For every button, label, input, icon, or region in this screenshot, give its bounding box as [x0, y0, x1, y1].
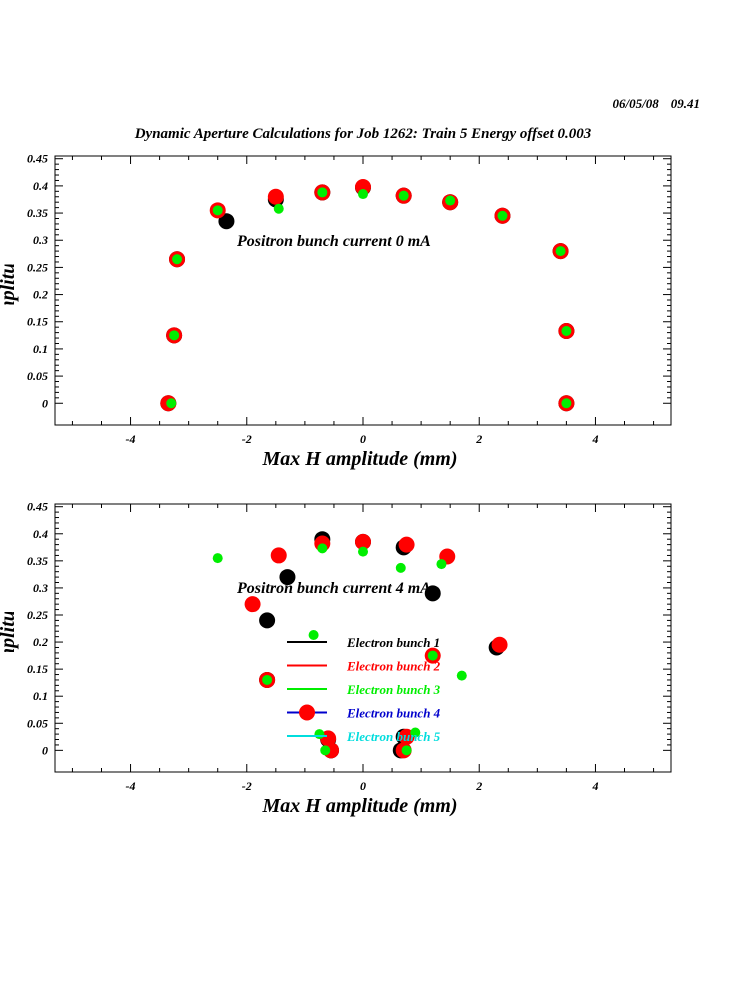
y-tick-label: 0.35: [27, 554, 48, 568]
data-point: [561, 325, 572, 336]
data-point: [491, 636, 508, 653]
legend-label: Electron bunch 1: [346, 635, 440, 650]
data-point: [320, 745, 331, 756]
y-axis-label-clip: Max V amplitude (mm): [0, 194, 19, 387]
data-point: [456, 670, 467, 681]
data-point: [355, 533, 371, 550]
x-tick-label: 4: [591, 432, 598, 446]
data-point: [445, 195, 456, 206]
data-point: [398, 190, 409, 201]
data-point: [262, 674, 273, 685]
y-tick-label: 0.3: [33, 233, 48, 247]
y-tick-label: 0.15: [27, 662, 48, 676]
time-text: 09.41: [671, 96, 700, 111]
x-tick-label: -2: [242, 432, 252, 446]
x-tick-label: 2: [475, 432, 482, 446]
date-text: 06/05/08: [613, 96, 660, 111]
chart-panel-bottom: -4 -2 0 2 4 0 0.05 0.1 0.15 0.2 0.25 0.3 0.35 0.4 0.45…: [0, 500, 672, 817]
data-point: [166, 398, 177, 409]
chart-panel-top: -4 -2 0 2 4 0 0.05 0.1 0.15 0.2 0.25 0.3 0.35 0.4 0.45…: [0, 152, 672, 470]
data-point: [314, 729, 325, 740]
legend-label: Electron bunch 5: [346, 729, 441, 744]
data-point: [424, 585, 441, 602]
x-tick-label: -4: [126, 432, 136, 446]
y-tick-label: 0.2: [33, 635, 48, 649]
data-point: [270, 547, 287, 564]
y-tick-label: 0.15: [27, 315, 48, 329]
timestamp: 06/05/08 09.41: [613, 96, 700, 111]
x-tick-label: 4: [591, 779, 598, 793]
legend-label: Electron bunch 2: [346, 659, 441, 674]
data-point: [169, 330, 180, 341]
y-tick-label: 0.4: [33, 179, 48, 193]
data-point: [398, 536, 415, 553]
y-tick-label: 0.35: [27, 206, 48, 220]
legend-marker: [299, 704, 315, 721]
y-tick-label: 0.4: [33, 527, 48, 541]
data-point: [358, 546, 368, 557]
current-annotation: Positron bunch current 0 mA: [236, 233, 431, 250]
x-tick-label: 2: [475, 779, 482, 793]
data-point: [172, 254, 183, 265]
data-point: [555, 246, 566, 257]
data-point: [497, 210, 508, 221]
y-tick-label: 0: [42, 743, 48, 757]
figure-title: Dynamic Aperture Calculations for Job 12…: [134, 126, 592, 142]
data-point: [436, 559, 447, 570]
x-tick-label: 0: [360, 432, 366, 446]
data-point: [355, 178, 371, 195]
data-point: [212, 205, 223, 216]
y-tick-label: 0.05: [27, 716, 48, 730]
data-point: [259, 612, 276, 629]
data-point: [273, 203, 284, 214]
y-axis-label: Max V amplitude (mm): [0, 542, 19, 735]
data-point: [427, 650, 438, 661]
data-point: [308, 630, 319, 641]
data-point: [267, 188, 284, 205]
y-axis-label: Max V amplitude (mm): [0, 194, 19, 387]
data-point: [358, 189, 368, 200]
legend: Electron bunch 1 Electron bunch 2 Electron…: [287, 635, 441, 744]
data-point: [279, 569, 296, 586]
legend-label: Electron bunch 4: [346, 706, 441, 721]
y-tick-label: 0.25: [27, 260, 48, 274]
y-tick-label: 0.2: [33, 288, 48, 302]
data-point: [317, 187, 328, 198]
y-tick-label: 0.1: [33, 689, 48, 703]
data-point: [401, 745, 412, 756]
data-point: [218, 213, 235, 230]
y-tick-label: 0.45: [27, 152, 48, 166]
y-tick-label: 0.05: [27, 369, 48, 383]
data-point: [410, 727, 421, 738]
data-point: [395, 562, 406, 573]
data-point: [317, 543, 328, 554]
y-tick-label: 0.45: [27, 500, 48, 514]
x-tick-label: -2: [242, 779, 252, 793]
x-axis-label: Max H amplitude (mm): [262, 448, 458, 470]
y-tick-label: 0.25: [27, 608, 48, 622]
y-axis-label-clip: Max V amplitude (mm): [0, 542, 19, 735]
legend-label: Electron bunch 3: [346, 682, 441, 697]
data-point: [561, 398, 572, 409]
y-tick-label: 0.3: [33, 581, 48, 595]
data-point: [212, 553, 223, 564]
x-tick-label: 0: [360, 779, 366, 793]
y-tick-label: 0.1: [33, 342, 48, 356]
x-axis-label: Max H amplitude (mm): [262, 795, 458, 817]
x-tick-label: -4: [126, 779, 136, 793]
current-annotation: Positron bunch current 4 mA: [236, 580, 431, 597]
y-tick-label: 0: [42, 396, 48, 410]
data-point: [244, 596, 261, 613]
